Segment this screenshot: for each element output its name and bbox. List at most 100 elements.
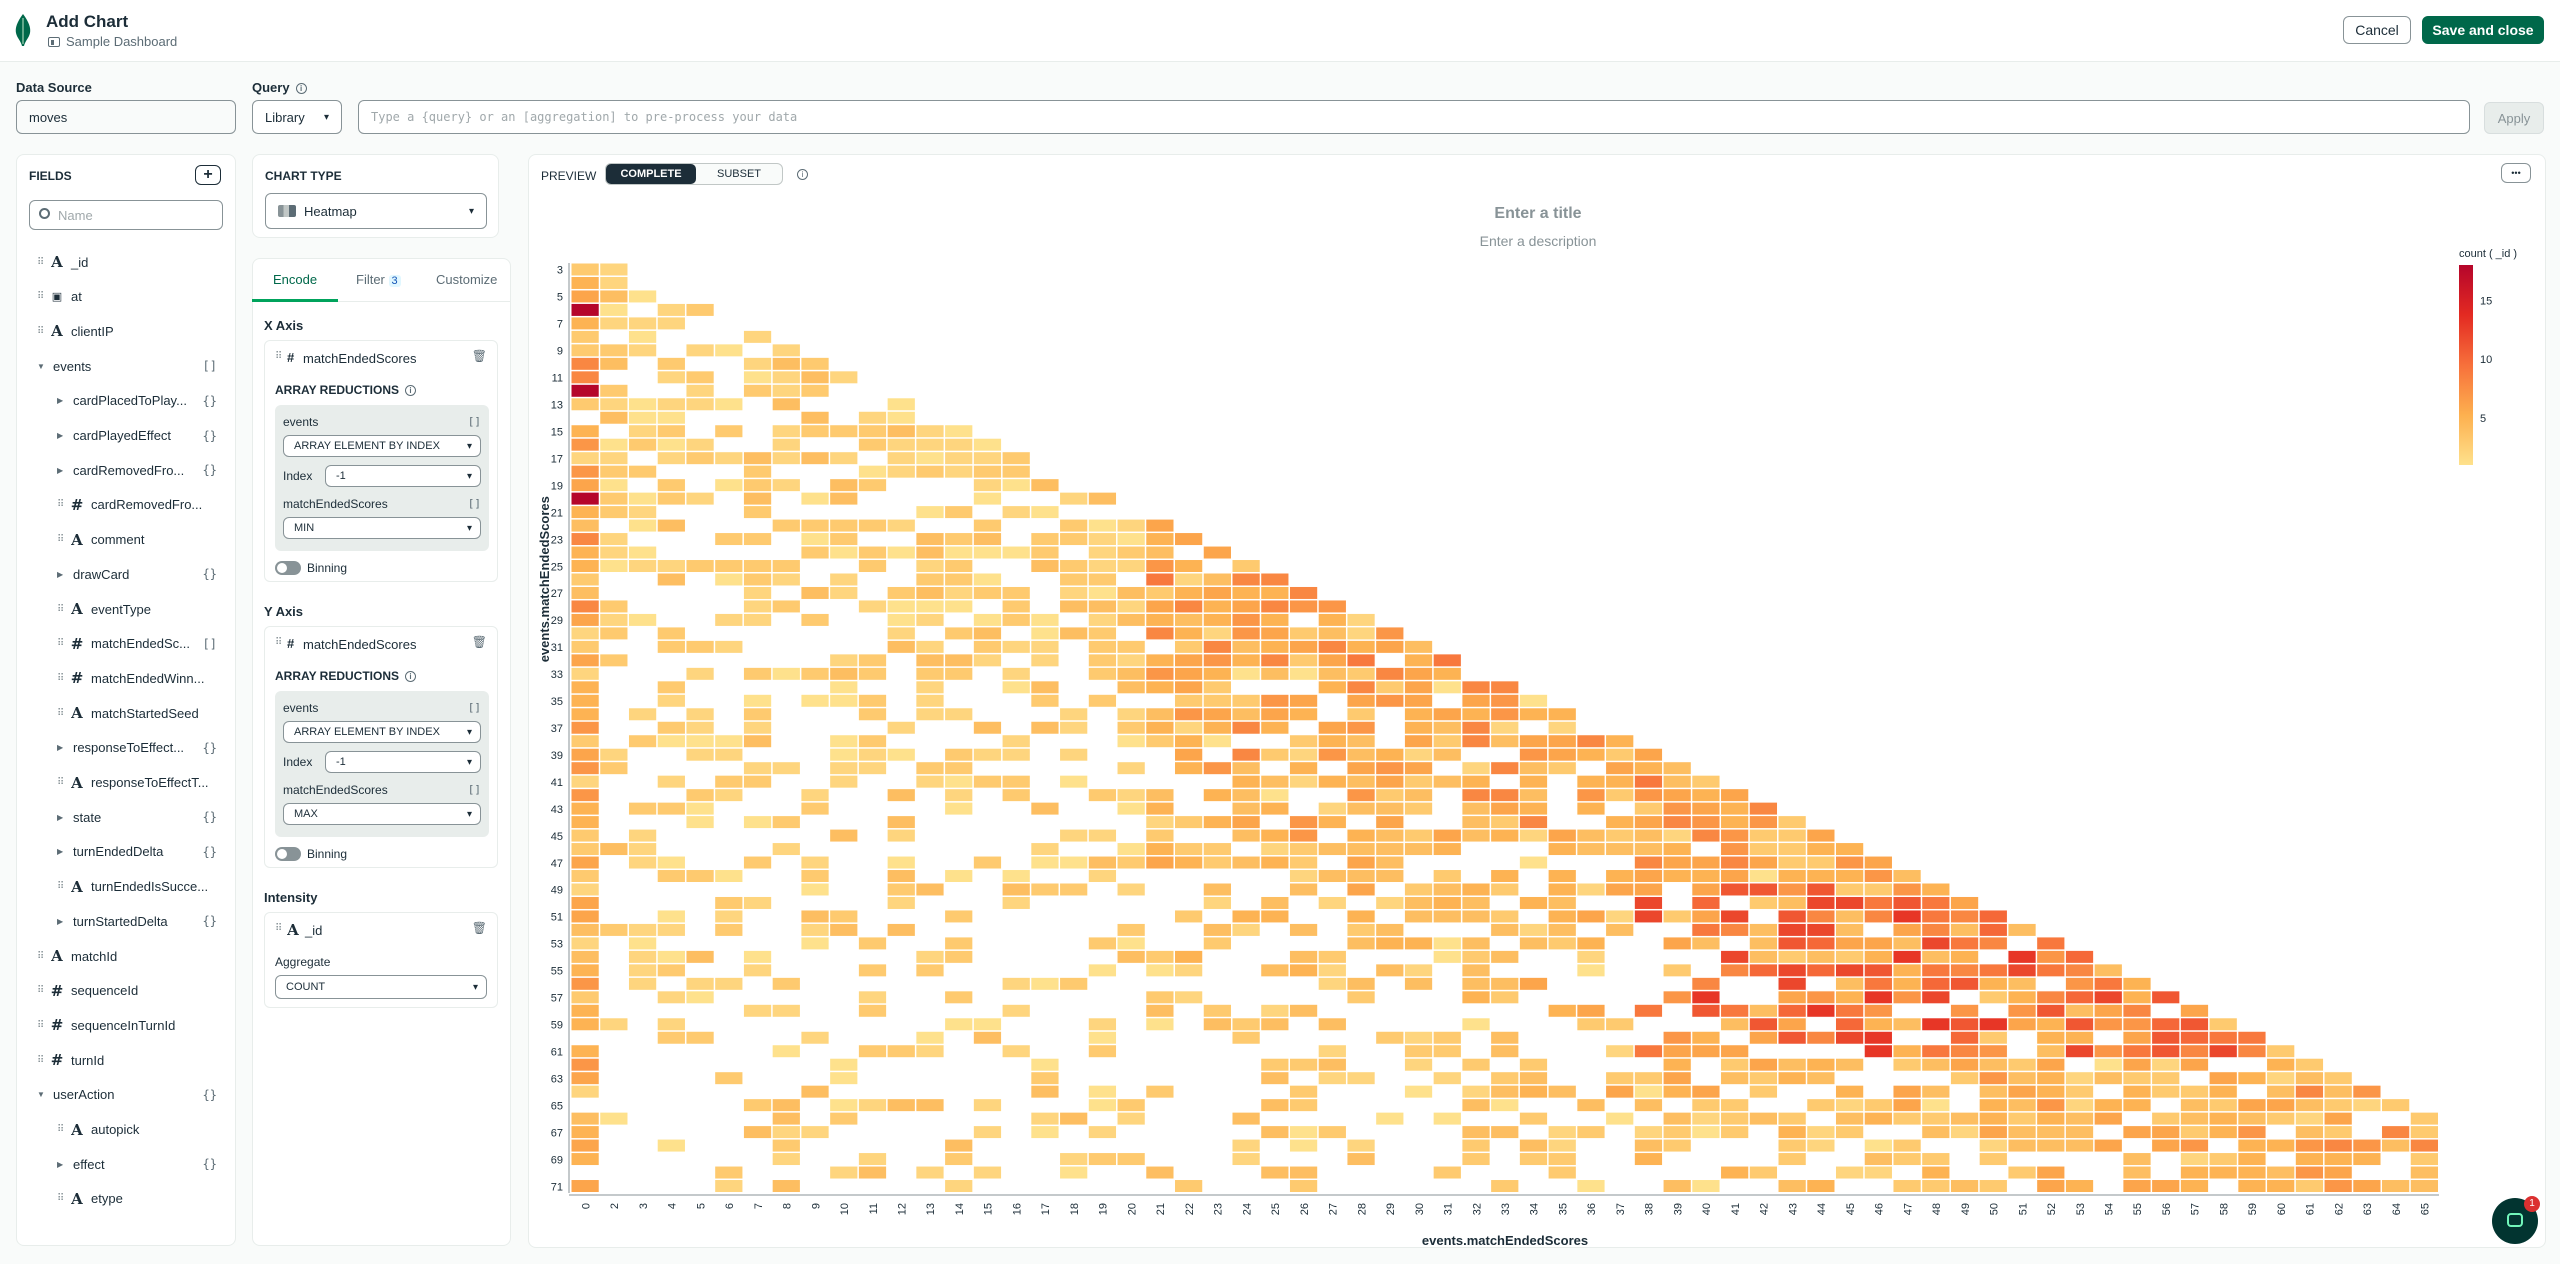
caret-down-icon[interactable]: ▼ [37, 1090, 45, 1100]
field-item[interactable]: ▶ turnEndedDelta{} [17, 837, 237, 867]
query-info-icon[interactable]: i [295, 83, 307, 95]
data-source-input[interactable]: moves [16, 100, 236, 134]
drag-handle-icon[interactable]: ⠿ [57, 1124, 64, 1135]
info-icon[interactable]: i [797, 169, 808, 180]
x-index-input[interactable]: -1 [325, 465, 481, 487]
heatmap-cell [715, 560, 743, 572]
field-item[interactable]: ⠿ # matchEndedSc...[] [17, 629, 237, 659]
complete-toggle[interactable]: COMPLETE [606, 164, 696, 184]
trash-icon[interactable]: 🗑 [471, 349, 487, 363]
tab-filter[interactable]: Filter 3 [356, 272, 401, 287]
add-field-button[interactable]: + [195, 165, 221, 185]
drag-handle-icon[interactable]: ⠿ [37, 1054, 44, 1066]
drag-handle-icon[interactable]: ⠿ [57, 603, 64, 615]
field-item[interactable]: ▶ cardPlayedEffect{} [17, 421, 237, 451]
drag-handle-icon[interactable]: ⠿ [37, 950, 44, 962]
query-mode-select[interactable]: Library ▾ [252, 100, 342, 134]
drag-handle-icon[interactable]: ⠿ [37, 1019, 44, 1031]
info-icon[interactable]: i [405, 385, 417, 397]
field-item[interactable]: ▶ state{} [17, 802, 237, 832]
more-options-button[interactable]: ••• [2501, 163, 2531, 183]
caret-right-icon[interactable]: ▶ [57, 431, 64, 440]
drag-handle-icon[interactable]: ⠿ [57, 881, 64, 893]
field-item[interactable]: ⠿ A _id [17, 247, 237, 277]
field-item[interactable]: ⠿ # matchEndedWinn... [17, 663, 237, 693]
apply-button[interactable]: Apply [2484, 102, 2544, 134]
x-events-method-select[interactable]: ARRAY ELEMENT BY INDEX [283, 435, 481, 457]
subset-toggle[interactable]: SUBSET [716, 168, 761, 180]
field-item[interactable]: ⠿ # sequenceInTurnId [17, 1010, 237, 1040]
heatmap-cell [1203, 816, 1231, 829]
field-item[interactable]: ▶ responseToEffect...{} [17, 733, 237, 763]
chart-description-input[interactable]: Enter a description [1479, 233, 1597, 249]
drag-handle-icon[interactable]: ⠿ [37, 325, 44, 337]
drag-handle-icon[interactable]: ⠿ [57, 638, 64, 650]
tab-encode[interactable]: Encode [272, 272, 318, 287]
info-icon[interactable]: i [405, 671, 417, 683]
save-and-close-button[interactable]: Save and close [2422, 16, 2544, 44]
drag-handle-icon[interactable]: ⠿ [275, 637, 282, 648]
caret-right-icon[interactable]: ▶ [57, 847, 64, 857]
field-item[interactable]: ▶ cardRemovedFro...{} [17, 455, 237, 485]
heatmap-cell [1778, 923, 1806, 936]
trash-icon[interactable]: 🗑 [471, 921, 487, 935]
y-binning-toggle[interactable] [275, 847, 301, 861]
query-input[interactable]: Type a {query} or an [aggregation] to pr… [358, 100, 2470, 134]
caret-right-icon[interactable]: ▶ [57, 396, 64, 406]
field-search-input[interactable]: Name [29, 200, 223, 230]
field-item[interactable]: ▶ drawCard{} [17, 559, 237, 589]
caret-right-icon[interactable]: ▶ [57, 465, 64, 475]
drag-handle-icon[interactable]: ⠿ [275, 351, 282, 362]
chart-type-select[interactable]: Heatmap ▾ [265, 193, 487, 229]
caret-right-icon[interactable]: ▶ [57, 812, 64, 822]
field-item[interactable]: ▼ events[] [17, 351, 237, 381]
x-binning-toggle[interactable] [275, 561, 301, 575]
caret-right-icon[interactable]: ▶ [57, 569, 64, 579]
aggregate-select[interactable]: COUNT [275, 975, 487, 999]
caret-right-icon[interactable]: ▶ [57, 916, 64, 926]
drag-handle-icon[interactable]: ⠿ [37, 291, 44, 303]
drag-handle-icon[interactable]: ⠿ [57, 534, 64, 546]
drag-handle-icon[interactable]: ⠿ [37, 256, 44, 268]
cancel-button[interactable]: Cancel [2343, 16, 2411, 44]
x-scores-method-select[interactable]: MIN [283, 517, 481, 539]
trash-icon[interactable]: 🗑 [471, 635, 487, 649]
drag-handle-icon[interactable]: ⠿ [57, 707, 64, 719]
chat-assistant-button[interactable]: 1 [2492, 1196, 2540, 1244]
drag-handle-icon[interactable]: ⠿ [57, 777, 64, 788]
field-item[interactable]: ▶ cardPlacedToPlay...{} [17, 386, 237, 416]
y-events-method-select[interactable]: ARRAY ELEMENT BY INDEX [283, 721, 481, 743]
caret-right-icon[interactable]: ▶ [57, 1159, 64, 1169]
drag-handle-icon[interactable]: ⠿ [37, 985, 44, 997]
field-item[interactable]: ⠿ # turnId [17, 1045, 237, 1075]
y-scores-method-select[interactable]: MAX [283, 803, 481, 825]
field-item[interactable]: ▶ turnStartedDelta{} [17, 906, 237, 936]
drag-handle-icon[interactable]: ⠿ [275, 923, 282, 934]
heatmap-cell [858, 479, 887, 492]
tab-customize[interactable]: Customize [436, 272, 498, 287]
field-item[interactable]: ▼ userAction{} [17, 1080, 237, 1110]
drag-handle-icon[interactable]: ⠿ [57, 672, 64, 684]
heatmap-cell [2180, 1112, 2209, 1125]
chart-title-input[interactable]: Enter a title [1494, 205, 1582, 222]
field-item[interactable]: ⠿ ▣ at [17, 282, 237, 312]
drag-handle-icon[interactable]: ⠿ [57, 499, 64, 511]
caret-right-icon[interactable]: ▶ [57, 743, 64, 753]
field-item[interactable]: ⠿ # cardRemovedFro... [17, 490, 237, 520]
field-type-badge: {} [202, 844, 217, 859]
y-index-input[interactable]: -1 [325, 751, 481, 773]
field-item[interactable]: ▶ effect{} [17, 1149, 237, 1179]
field-item[interactable]: ⠿ # sequenceId [17, 976, 237, 1006]
caret-down-icon[interactable]: ▼ [37, 361, 45, 371]
drag-handle-icon[interactable]: ⠿ [57, 1193, 64, 1205]
dashboard-breadcrumb[interactable]: Sample Dashboard [48, 34, 177, 49]
